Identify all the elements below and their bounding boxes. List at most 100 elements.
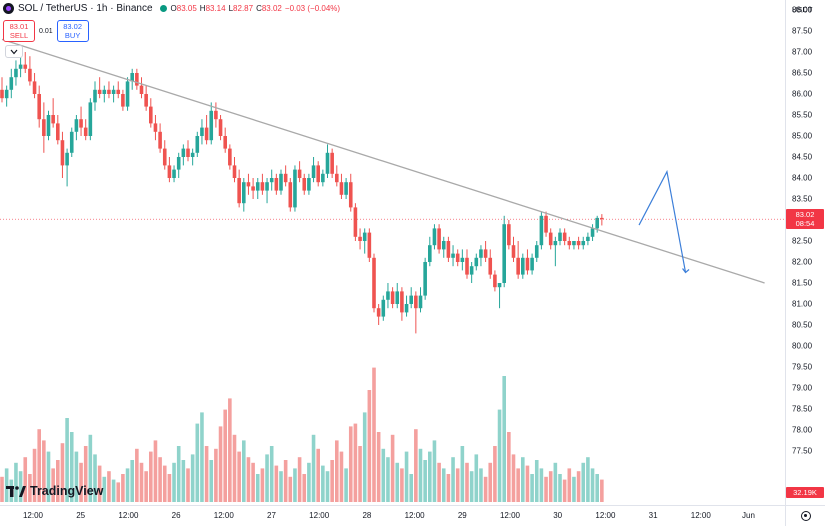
candle — [93, 81, 97, 111]
candle — [97, 77, 102, 99]
candle — [88, 98, 93, 141]
volume-bar — [316, 448, 320, 502]
trendline[interactable] — [1, 38, 765, 284]
candle-body — [283, 173, 288, 183]
candle-body — [572, 241, 576, 246]
candle — [414, 291, 418, 334]
volume-bar — [572, 476, 576, 502]
candle — [42, 102, 46, 153]
volume-bar — [121, 474, 125, 502]
volume-bar — [530, 474, 534, 502]
volume-bar — [60, 443, 65, 502]
candle-body — [23, 64, 28, 69]
volume-bar — [358, 446, 362, 502]
candle-body — [516, 257, 520, 275]
volume-bar — [79, 462, 83, 502]
price-tick-label: 77.50 — [792, 446, 813, 456]
candle-body — [511, 245, 516, 258]
collapse-legend-button[interactable] — [5, 45, 23, 58]
candle-body — [441, 241, 446, 250]
candle — [572, 241, 576, 250]
buy-button[interactable]: 83.02 BUY — [56, 20, 89, 42]
candle — [381, 295, 386, 321]
candle-body — [186, 148, 190, 157]
ohlc-key: O — [170, 4, 177, 13]
candle-body — [558, 232, 562, 241]
candle-body — [488, 257, 493, 275]
candle-body — [567, 241, 572, 246]
sell-button[interactable]: 83.01 SELL — [3, 20, 35, 42]
candle — [479, 245, 483, 267]
volume-bar — [149, 451, 153, 502]
candle-body — [595, 217, 599, 229]
volume-bar — [269, 446, 274, 502]
chart-settings-button[interactable] — [785, 505, 825, 526]
candle-body — [167, 165, 172, 178]
candle — [558, 228, 562, 246]
candle-body — [97, 89, 102, 94]
candle-body — [525, 257, 530, 271]
volume-bar — [414, 429, 418, 502]
candle-body — [260, 182, 265, 191]
candle-body — [265, 182, 269, 191]
candle-body — [302, 178, 307, 191]
price-axis[interactable]: USDT 88.00 87.50 87.00 86.50 86.00 85.50 85.00… — [785, 0, 825, 505]
time-axis[interactable]: 12:00 25 12:00 26 12:00 27 12:00 28 12:00 29 12:00… — [0, 505, 785, 526]
price-chart[interactable] — [0, 0, 785, 505]
candle — [562, 228, 567, 246]
volume-bar — [209, 460, 214, 502]
volume-bar — [474, 454, 479, 502]
candle — [158, 123, 162, 153]
candle-body — [149, 106, 153, 124]
chart-pane[interactable]: SOL / TetherUS · 1h · Binance O83.05 H83… — [0, 0, 785, 505]
candle-body — [321, 173, 325, 183]
candle — [297, 161, 302, 183]
candle-body — [297, 169, 302, 178]
candle-body — [116, 89, 121, 94]
volume-bar — [553, 462, 558, 502]
candle-body — [83, 127, 88, 136]
symbol-title[interactable]: SOL / TetherUS · 1h · Binance — [18, 3, 153, 14]
currency-label[interactable]: USDT — [792, 5, 813, 14]
volume-bar — [181, 460, 186, 502]
candle-countdown: 08:54 — [795, 219, 815, 229]
volume-bar — [446, 474, 451, 502]
candle-body — [544, 215, 548, 233]
volume-bar — [242, 440, 246, 502]
candle-body — [483, 249, 488, 258]
candle — [74, 115, 79, 141]
candle-body — [88, 102, 93, 136]
candle-body — [307, 178, 311, 191]
price-tick-label: 81.50 — [792, 278, 813, 288]
volume-bar — [214, 448, 218, 502]
candle — [474, 253, 479, 271]
volume-bar — [381, 448, 386, 502]
candle — [409, 287, 413, 309]
volume-bar — [516, 468, 520, 502]
candle — [237, 169, 241, 208]
candle-body — [69, 131, 74, 153]
candle — [516, 241, 520, 279]
candle — [232, 157, 237, 183]
candle-body — [330, 152, 334, 174]
ohlc-open: 83.05 — [176, 4, 197, 13]
volume-bar — [390, 434, 395, 502]
time-tick-label: 12:00 — [213, 511, 234, 520]
volume-bar — [42, 440, 46, 502]
candle — [167, 157, 172, 183]
candle-body — [162, 148, 167, 166]
tradingview-watermark[interactable]: TradingView — [6, 484, 103, 498]
candle-body — [139, 85, 144, 94]
volume-bar — [190, 454, 195, 502]
candle — [121, 89, 125, 111]
price-tick-label: 87.50 — [792, 26, 813, 36]
candle — [539, 211, 544, 250]
volume-bar — [441, 468, 446, 502]
candle — [288, 178, 293, 212]
volume-bar — [51, 468, 55, 502]
candle — [0, 77, 4, 103]
candle — [265, 178, 269, 204]
volume-bar — [307, 462, 311, 502]
projection-path[interactable] — [638, 169, 687, 273]
volume-bar — [595, 474, 599, 502]
